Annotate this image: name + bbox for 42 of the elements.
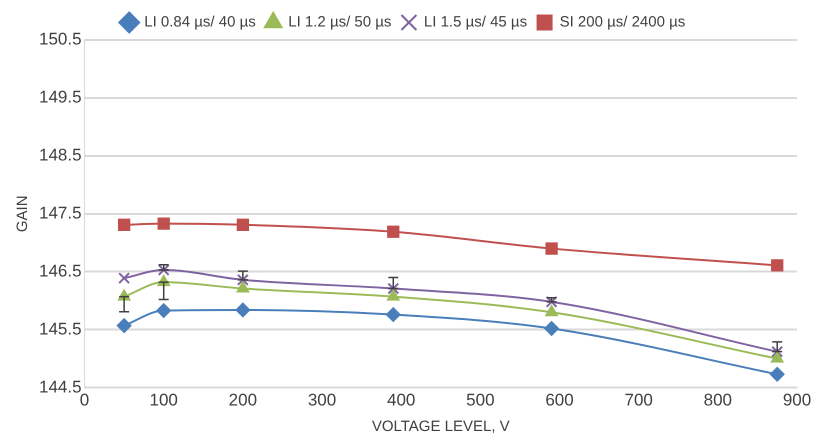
legend-label: LI 1.2 µs/ 50 µs [288,14,392,31]
point [546,296,558,308]
point [118,218,130,231]
x-tick-label: 700 [624,390,653,410]
legend-label: LI 1.5 µs/ 45 µs [424,14,528,31]
y-tick-label: 146.5 [38,261,82,280]
legend-label: SI 200 µs/ 2400 µs [560,14,686,31]
point [118,272,130,284]
point [544,321,560,336]
point [236,281,250,293]
x-tick-label: 500 [466,390,495,410]
point [236,274,249,286]
point [156,303,172,318]
point [158,217,170,230]
y-tick-label: 150.5 [38,30,82,49]
y-tick-label: 144.5 [38,377,82,396]
x-tick-label: 600 [545,390,574,410]
x-axis-title: VOLTAGE LEVEL, V [372,418,510,436]
point [235,302,250,318]
x-tick-label: 800 [704,390,732,410]
point [386,307,401,322]
x-tick-label: 200 [228,390,258,410]
y-tick-label: 148.5 [38,146,82,165]
point [771,259,784,272]
x-tick-label: 100 [150,390,178,410]
point [545,242,558,255]
y-tick-label: 149.5 [38,88,82,107]
point [771,346,784,358]
y-axis-title: GAIN [14,195,32,232]
x-tick-label: 900 [782,390,812,410]
y-tick-label: 147.5 [38,203,82,222]
point [387,226,400,238]
x-tick-label: 300 [308,390,336,410]
point [236,218,250,231]
point [770,366,785,382]
point [158,264,170,276]
x-tick-label: 0 [80,390,90,410]
point [116,318,132,334]
y-tick-label: 145.5 [38,319,82,338]
x-tick-label: 400 [387,390,416,410]
point [387,282,400,294]
legend-label: LI 0.84 µs/ 40 µs [144,14,256,31]
